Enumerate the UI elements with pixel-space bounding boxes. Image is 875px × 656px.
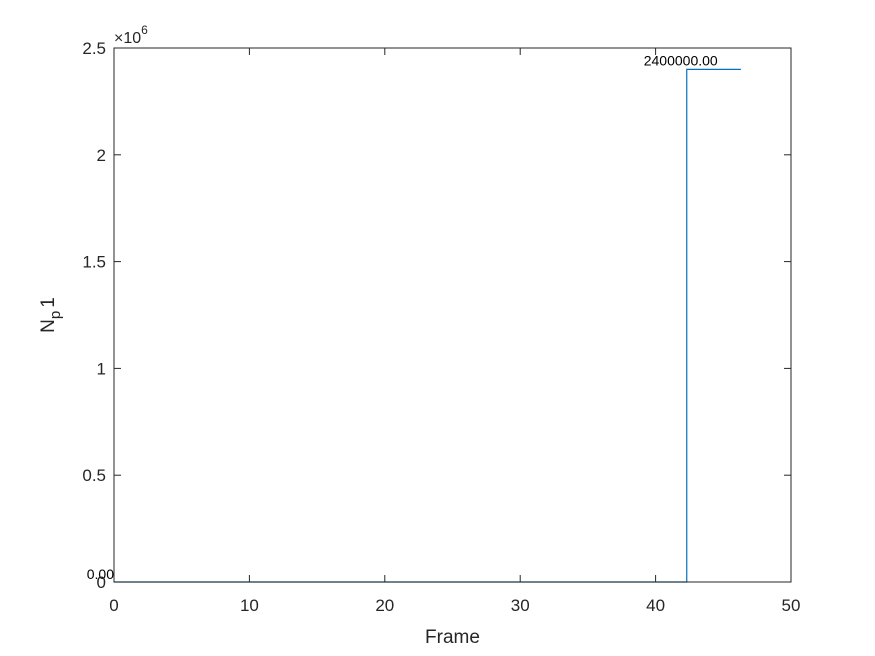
series-line xyxy=(114,68,741,583)
y-axis-title-sub: p xyxy=(47,311,64,319)
x-tick-label: 10 xyxy=(240,596,259,615)
y-exponent-label: ×106 xyxy=(114,23,148,47)
plot-frame xyxy=(113,47,792,583)
y-exponent-power: 6 xyxy=(141,23,148,37)
x-axis-title: Frame xyxy=(425,627,480,648)
x-tick-label: 0 xyxy=(109,596,118,615)
y-tick-label: 1.5 xyxy=(82,253,106,272)
y-tick-label: 2.5 xyxy=(82,39,106,58)
y-axis-title-main: N xyxy=(38,319,59,333)
chart-axes: 0 10 20 30 40 50 0 0.5 1 1.5 2 2.5 ×106 Frame Np 1 xyxy=(38,23,800,648)
y-axis-title: Np 1 xyxy=(38,297,64,333)
x-tick-label: 30 xyxy=(511,596,530,615)
y-exponent-base: ×10 xyxy=(114,30,141,47)
data-label: 2400000.00 xyxy=(644,52,718,68)
y-tick-label: 0.5 xyxy=(82,466,106,485)
chart-marks: 0.00 2400000.00 xyxy=(87,52,741,583)
x-tick-label: 40 xyxy=(646,596,665,615)
y-tick-label: 0 xyxy=(97,573,106,592)
y-tick-label: 1 xyxy=(97,359,106,378)
y-axis-title-group: Np 1 xyxy=(38,297,64,333)
x-tick-label: 20 xyxy=(375,596,394,615)
y-axis-title-tail: 1 xyxy=(38,297,59,308)
data-label: 0.00 xyxy=(87,566,114,582)
x-tick-label: 50 xyxy=(782,596,801,615)
y-tick-label: 2 xyxy=(97,146,106,165)
